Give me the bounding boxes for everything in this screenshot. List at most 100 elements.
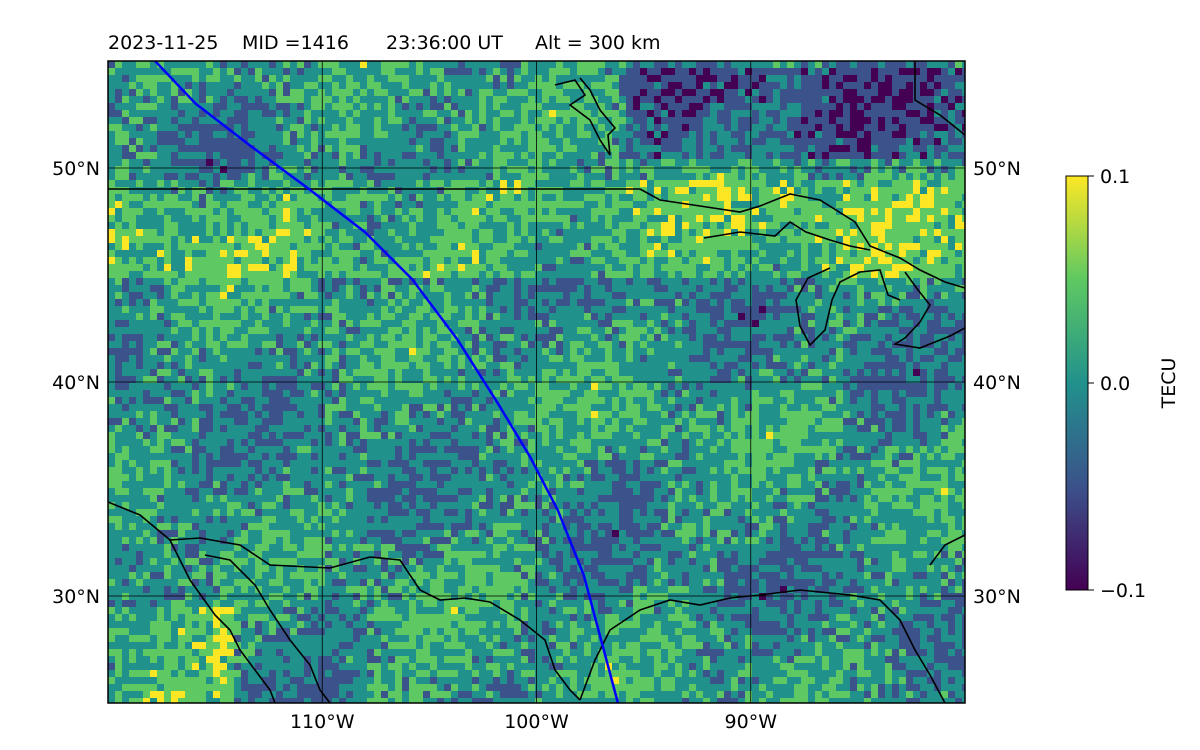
heatmap-cell: [430, 264, 438, 272]
heatmap-cell: [143, 229, 151, 237]
heatmap-cell: [556, 68, 564, 76]
heatmap-cell: [514, 194, 522, 202]
heatmap-cell: [444, 313, 452, 321]
heatmap-cell: [479, 68, 487, 76]
heatmap-cell: [955, 285, 963, 293]
heatmap-cell: [479, 306, 487, 314]
heatmap-cell: [626, 117, 634, 125]
heatmap-cell: [801, 152, 809, 160]
heatmap-cell: [332, 257, 340, 265]
heatmap-cell: [346, 271, 354, 279]
heatmap-cell: [815, 250, 823, 258]
heatmap-cell: [241, 82, 249, 90]
heatmap-cell: [248, 264, 256, 272]
heatmap-cell: [339, 124, 347, 132]
heatmap-cell: [318, 103, 326, 111]
heatmap-cell: [227, 152, 235, 160]
heatmap-cell: [724, 257, 732, 265]
heatmap-cell: [682, 334, 690, 342]
heatmap-cell: [563, 285, 571, 293]
heatmap-cell: [150, 180, 158, 188]
heatmap-cell: [661, 103, 669, 111]
heatmap-cell: [122, 187, 130, 195]
heatmap-cell: [136, 313, 144, 321]
heatmap-cell: [388, 250, 396, 258]
heatmap-cell: [703, 278, 711, 286]
heatmap-cell: [689, 124, 697, 132]
heatmap-cell: [724, 208, 732, 216]
heatmap-cell: [290, 124, 298, 132]
heatmap-cell: [913, 138, 921, 146]
heatmap-cell: [759, 306, 767, 314]
heatmap-cell: [710, 110, 718, 118]
heatmap-cell: [605, 327, 613, 335]
heatmap-cell: [178, 243, 186, 251]
heatmap-cell: [654, 264, 662, 272]
heatmap-cell: [857, 187, 865, 195]
heatmap-cell: [563, 271, 571, 279]
heatmap-cell: [633, 124, 641, 132]
heatmap-cell: [689, 243, 697, 251]
heatmap-cell: [416, 201, 424, 209]
heatmap-cell: [241, 320, 249, 328]
heatmap-cell: [598, 131, 606, 139]
heatmap-cell: [122, 278, 130, 286]
heatmap-cell: [486, 278, 494, 286]
heatmap-cell: [724, 236, 732, 244]
heatmap-cell: [451, 222, 459, 230]
heatmap-cell: [409, 96, 417, 104]
heatmap-cell: [577, 320, 585, 328]
heatmap-cell: [479, 243, 487, 251]
heatmap-cell: [696, 110, 704, 118]
heatmap-cell: [402, 292, 410, 300]
heatmap-cell: [108, 278, 116, 286]
heatmap-cell: [598, 327, 606, 335]
heatmap-cell: [248, 250, 256, 258]
heatmap-cell: [262, 61, 270, 69]
heatmap-cell: [962, 138, 965, 146]
heatmap-cell: [675, 96, 683, 104]
heatmap-cell: [178, 264, 186, 272]
heatmap-cell: [682, 271, 690, 279]
heatmap-cell: [199, 89, 207, 97]
heatmap-cell: [773, 327, 781, 335]
heatmap-cell: [528, 299, 536, 307]
heatmap-cell: [374, 278, 382, 286]
heatmap-cell: [787, 306, 795, 314]
heatmap-cell: [108, 131, 116, 139]
heatmap-cell: [941, 89, 949, 97]
heatmap-cell: [563, 173, 571, 181]
heatmap-cell: [591, 75, 599, 83]
heatmap-cell: [759, 96, 767, 104]
heatmap-cell: [353, 131, 361, 139]
heatmap-cell: [234, 194, 242, 202]
heatmap-cell: [157, 173, 165, 181]
heatmap-cell: [486, 159, 494, 167]
heatmap-cell: [444, 327, 452, 335]
heatmap-cell: [213, 110, 221, 118]
heatmap-cell: [675, 82, 683, 90]
heatmap-cell: [192, 278, 200, 286]
heatmap-cell: [213, 138, 221, 146]
heatmap-cell: [549, 264, 557, 272]
heatmap-cell: [241, 187, 249, 195]
heatmap-cell: [647, 201, 655, 209]
heatmap-cell: [752, 250, 760, 258]
heatmap-cell: [654, 61, 662, 69]
heatmap-cell: [262, 306, 270, 314]
heatmap-cell: [759, 173, 767, 181]
heatmap-cell: [822, 173, 830, 181]
heatmap-cell: [528, 61, 536, 69]
heatmap-cell: [423, 173, 431, 181]
heatmap-cell: [115, 341, 123, 349]
heatmap-cell: [703, 243, 711, 251]
heatmap-cell: [528, 159, 536, 167]
heatmap-cell: [451, 208, 459, 216]
heatmap-cell: [815, 131, 823, 139]
heatmap-cell: [668, 222, 676, 230]
heatmap-cell: [654, 68, 662, 76]
heatmap-cell: [304, 215, 312, 223]
heatmap-cell: [892, 306, 900, 314]
heatmap-cell: [108, 236, 116, 244]
heatmap-cell: [290, 222, 298, 230]
